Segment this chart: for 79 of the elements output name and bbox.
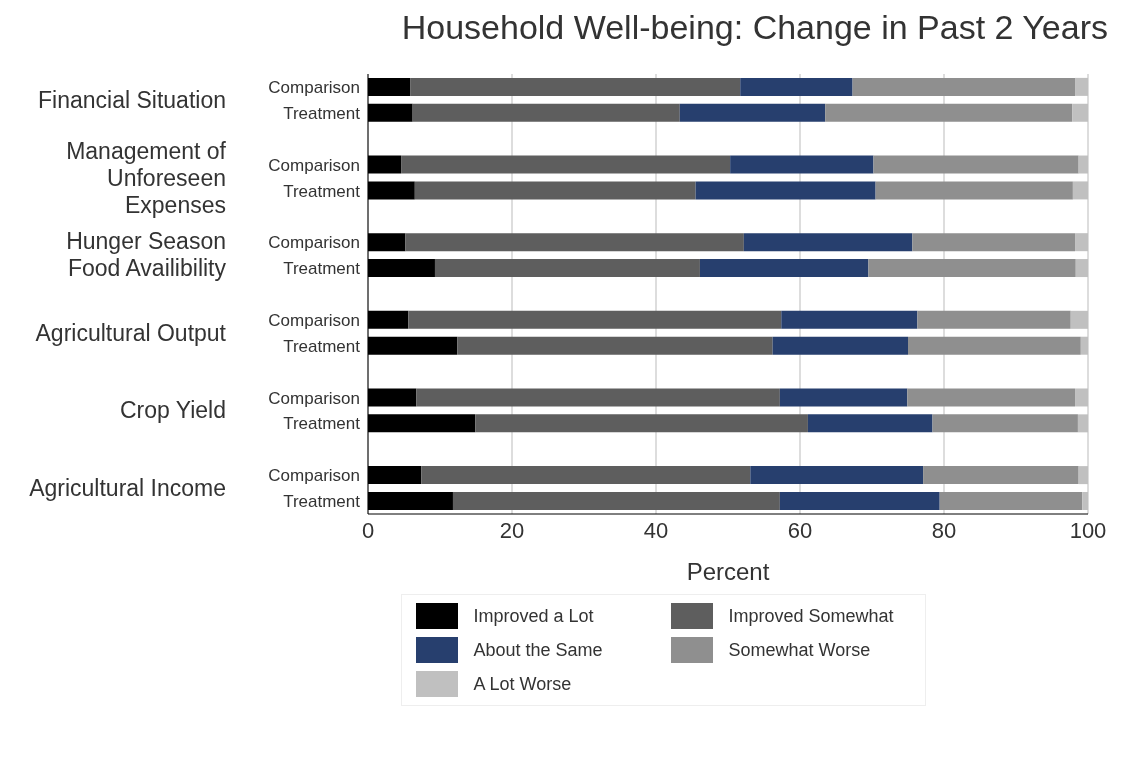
bar	[452, 492, 780, 510]
text: Financial Situation	[37, 86, 226, 114]
bar	[740, 77, 853, 96]
bar	[873, 155, 1079, 174]
bar	[1075, 259, 1088, 278]
legend-label: A Lot Worse	[473, 673, 572, 695]
legend-label: About the Same	[473, 639, 603, 661]
bar	[779, 492, 940, 510]
bar	[772, 336, 908, 355]
x-tick-label: 100	[1069, 517, 1107, 543]
x-tick-label: 80	[931, 517, 957, 543]
bar	[405, 233, 744, 252]
bar	[1070, 310, 1088, 329]
bar	[1077, 414, 1088, 433]
text: Crop Yield	[118, 396, 226, 424]
bar	[1072, 103, 1088, 122]
bar	[781, 310, 918, 329]
bar	[1078, 466, 1088, 485]
bar	[401, 155, 731, 174]
text: Agricultural Income	[28, 474, 226, 502]
legend-label: Improved a Lot	[473, 605, 594, 627]
y-tick-label: Comparison	[268, 310, 360, 330]
x-axis-title: Percent	[686, 558, 770, 585]
y-tick-label: Treatment	[283, 414, 361, 434]
legend-label: Somewhat Worse	[728, 639, 871, 661]
text: Agricultural Output	[34, 319, 226, 347]
bar	[457, 336, 773, 355]
x-tick-label: 20	[499, 517, 525, 543]
text: Hunger Season Food Availibility	[65, 228, 226, 283]
y-tick-label: Treatment	[283, 181, 361, 201]
y-tick-label: Comparison	[268, 388, 360, 408]
chart-title: Household Well-being: Change in Past 2 Years	[400, 8, 1109, 48]
bar	[743, 233, 913, 252]
bar	[923, 466, 1079, 485]
bar	[730, 155, 874, 174]
bar	[912, 233, 1076, 252]
bar	[1080, 336, 1088, 355]
x-tick-label: 60	[787, 517, 813, 543]
bar	[807, 414, 933, 433]
bar	[825, 103, 1073, 122]
bar	[779, 388, 908, 407]
bar	[412, 103, 680, 122]
y-tick-label: Comparison	[268, 155, 360, 175]
bar	[932, 414, 1078, 433]
bar	[421, 466, 751, 485]
x-tick-label: 40	[643, 517, 669, 543]
bar	[875, 181, 1073, 200]
bar	[1075, 388, 1088, 407]
x-tick-label: 0	[361, 517, 375, 543]
y-tick-label: Treatment	[283, 336, 361, 356]
y-tick-label: Comparison	[268, 466, 360, 486]
text: Management of Unforeseen Expenses	[65, 137, 226, 219]
y-tick-label: Treatment	[283, 259, 361, 279]
bar	[750, 466, 924, 485]
bar	[416, 388, 780, 407]
bar	[1075, 77, 1088, 96]
bar	[852, 77, 1076, 96]
bar	[434, 259, 700, 278]
bar	[868, 259, 1076, 278]
y-tick-label: Treatment	[283, 492, 361, 512]
bar	[695, 181, 876, 200]
bar	[699, 259, 869, 278]
bar	[414, 181, 696, 200]
y-tick-label: Comparison	[268, 77, 360, 97]
bar	[908, 336, 1081, 355]
bar	[1078, 155, 1088, 174]
bar	[1072, 181, 1088, 200]
bar	[907, 388, 1076, 407]
y-tick-label: Comparison	[268, 233, 360, 253]
bar	[475, 414, 808, 433]
legend-label: Improved Somewhat	[728, 605, 894, 627]
bar	[1075, 233, 1088, 252]
bar	[408, 310, 782, 329]
bar	[917, 310, 1071, 329]
bar	[679, 103, 826, 122]
bar	[410, 77, 741, 96]
bar	[939, 492, 1083, 510]
y-tick-label: Treatment	[283, 103, 361, 123]
bar	[1082, 492, 1088, 510]
